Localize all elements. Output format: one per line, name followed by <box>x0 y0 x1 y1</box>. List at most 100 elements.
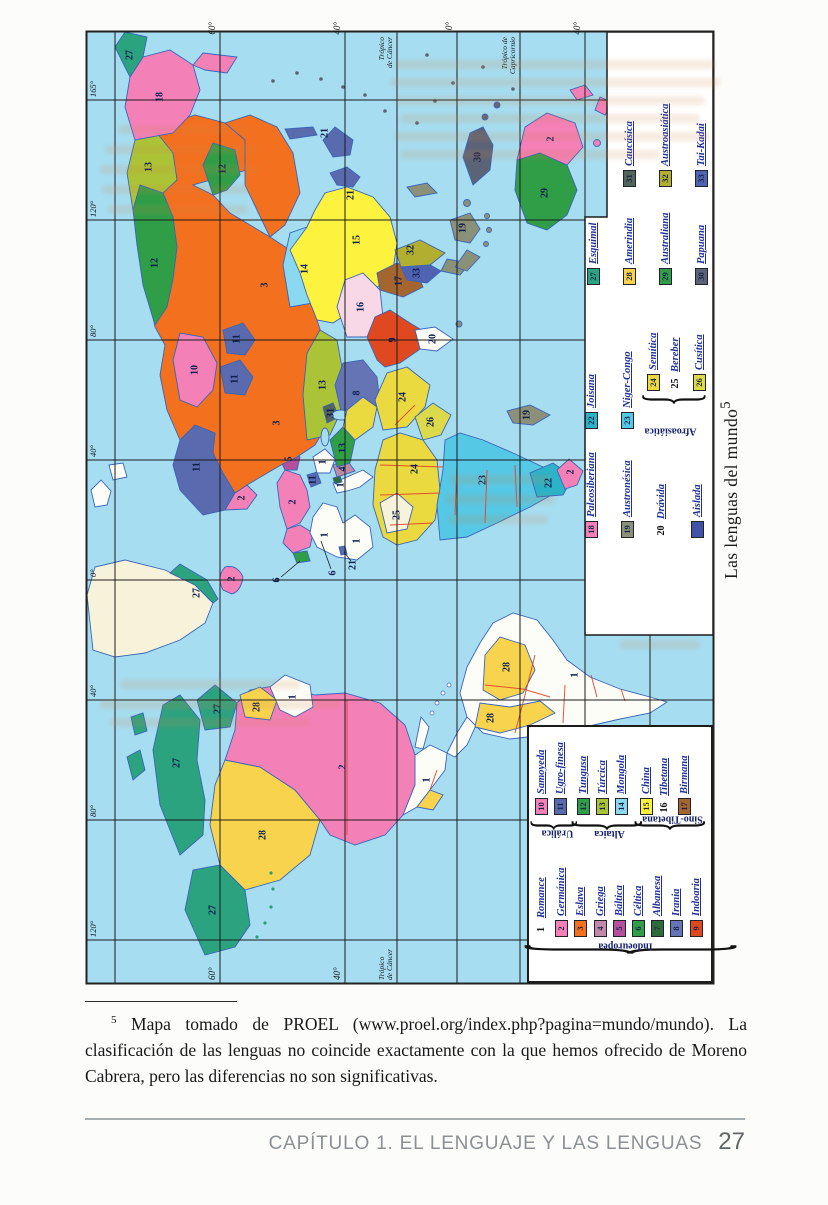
legend-family-name: Irania <box>671 888 683 916</box>
legend-family-name: Bereber <box>670 337 681 372</box>
legend-swatch: 26 <box>693 374 706 391</box>
legend-family-name: Albanesa <box>652 875 664 916</box>
legend-swatch: 13 <box>596 798 609 815</box>
showthrough-line <box>110 718 310 727</box>
legend-item-20: 20 Drávida <box>656 484 667 538</box>
page-footer: CAPÍTULO 1. EL LENGUAJE Y LAS LENGUAS 27 <box>85 1128 745 1156</box>
showthrough-line <box>395 60 715 69</box>
region-label-9: 9 <box>387 337 399 343</box>
legend-family-name: Céltica <box>633 885 644 916</box>
legend-family-name: Tibetana <box>659 757 670 796</box>
region-label-28: 28 <box>257 830 269 840</box>
region-label-2: 2 <box>287 499 299 505</box>
region-label-11: 11 <box>191 462 203 472</box>
region-label-10: 10 <box>189 365 201 375</box>
region-label-11: 11 <box>307 475 319 485</box>
region-label-3: 3 <box>259 282 271 288</box>
region-label-29: 29 <box>539 188 551 198</box>
legend-swatch: 1 <box>536 927 547 932</box>
legend-family-name: Amerindia <box>624 217 635 264</box>
region-label-24: 24 <box>409 464 421 474</box>
legend-family-name: Romance <box>536 877 547 918</box>
legend-item-17: 17 Birmana <box>678 755 691 815</box>
legend-family-name: Ugro-finesa <box>555 742 566 794</box>
region-label-21: 21 <box>347 560 359 570</box>
region-label-15: 15 <box>351 235 363 245</box>
legend-item-18: 18 Paleosiberiana <box>585 452 598 538</box>
region-label-1: 1 <box>351 538 363 544</box>
showthrough-line <box>118 125 248 134</box>
legend-swatch: 10 <box>535 798 548 815</box>
showthrough-line <box>620 640 700 649</box>
footnote-separator <box>85 1001 237 1002</box>
legend-item-13: 13 Túrcica <box>596 760 609 815</box>
legend-swatch: 12 <box>577 798 590 815</box>
legend-swatch: 25 <box>670 378 681 389</box>
legend-swatch: 11 <box>554 798 567 815</box>
legend-family-name: Drávida <box>656 484 667 519</box>
legend-swatch: 22 <box>585 412 598 429</box>
legend-item-29: 29 Australiana <box>659 213 672 285</box>
region-label-19: 19 <box>457 223 469 233</box>
legend-family-name: China <box>641 767 652 794</box>
legend-swatch: 14 <box>615 798 628 815</box>
legend-item-10: 10 Samoyeda <box>535 750 548 815</box>
region-label-12: 12 <box>149 258 161 268</box>
region-label-24: 24 <box>397 392 409 402</box>
legend-swatch: 27 <box>587 268 600 285</box>
legend-item-28: 28 Amerindia <box>623 218 636 285</box>
legend-swatch: 6 <box>632 920 645 937</box>
region-label-19: 19 <box>521 410 533 420</box>
latitude-label: Trópico de Cáncer <box>377 948 394 980</box>
world-language-map-figure: 27 27 27 28 28 2 1 1 28 28 1 27 2 11 2 10 11 11 3 3 12 12 13 18… <box>85 22 760 985</box>
region-label-1: 1 <box>287 694 299 700</box>
region-label-8: 8 <box>351 390 363 396</box>
latitude-label: 60° <box>207 22 217 35</box>
legend-family-name: Báltica <box>613 885 625 916</box>
meridian-label: 80° <box>88 805 98 817</box>
region-label-31: 31 <box>325 408 337 418</box>
legend-item-7: 7 Albanesa <box>651 875 665 937</box>
latitude-label: 40° <box>332 967 342 980</box>
meridian-label: 120° <box>88 920 98 937</box>
region-label-1: 1 <box>335 482 347 488</box>
legend-item-4: 4 Griega <box>593 886 607 937</box>
group-label-afroasiatica: Afroasiática <box>644 425 697 437</box>
meridian-label: 40° <box>88 445 98 457</box>
showthrough-line <box>100 700 340 709</box>
region-label-28: 28 <box>485 713 497 723</box>
region-label-18: 18 <box>154 92 166 102</box>
landmasses <box>86 31 669 956</box>
region-label-21: 21 <box>319 128 331 138</box>
region-label-2: 2 <box>565 469 577 475</box>
latitude-label: 60° <box>207 967 217 980</box>
region-label-27: 27 <box>171 758 183 768</box>
footer-rule <box>85 1118 745 1120</box>
region-label-2: 2 <box>337 764 349 770</box>
showthrough-line <box>445 495 555 504</box>
showthrough-line <box>400 114 700 123</box>
legend-item-12: 12 Tungusa <box>577 756 590 815</box>
showthrough-line <box>400 150 660 159</box>
meridian-label: 165° <box>88 80 98 97</box>
legend-item-16: 16 Tibetana <box>659 758 670 815</box>
legend-item-8: 8 Irania <box>670 888 684 937</box>
legend-family-name: Tai-Kadai <box>696 123 707 166</box>
legend-swatch: 30 <box>695 268 708 285</box>
region-label-3: 3 <box>271 420 283 426</box>
legend-item-aislada: Aislada <box>691 484 704 538</box>
legend-family-name: Eslava <box>575 886 587 916</box>
legend-swatch: 7 <box>651 920 665 937</box>
showthrough-line <box>390 78 720 87</box>
group-label-sino-tibetana: Sino-Tibetana <box>641 813 703 825</box>
showthrough-line <box>448 515 548 524</box>
legend-item-30: 30 Papuana <box>695 225 708 285</box>
legend-item-19: 19 Austronésica <box>621 460 634 538</box>
legend-swatch: 28 <box>623 268 636 285</box>
legend-family-name: Indoaria <box>690 878 702 916</box>
legend-swatch: 32 <box>659 170 672 187</box>
region-label-6: 6 <box>271 577 283 583</box>
region-label-16: 16 <box>355 302 367 312</box>
legend-family-name: Mongola <box>616 754 627 794</box>
legend-family-name: Esquimal <box>588 222 599 264</box>
